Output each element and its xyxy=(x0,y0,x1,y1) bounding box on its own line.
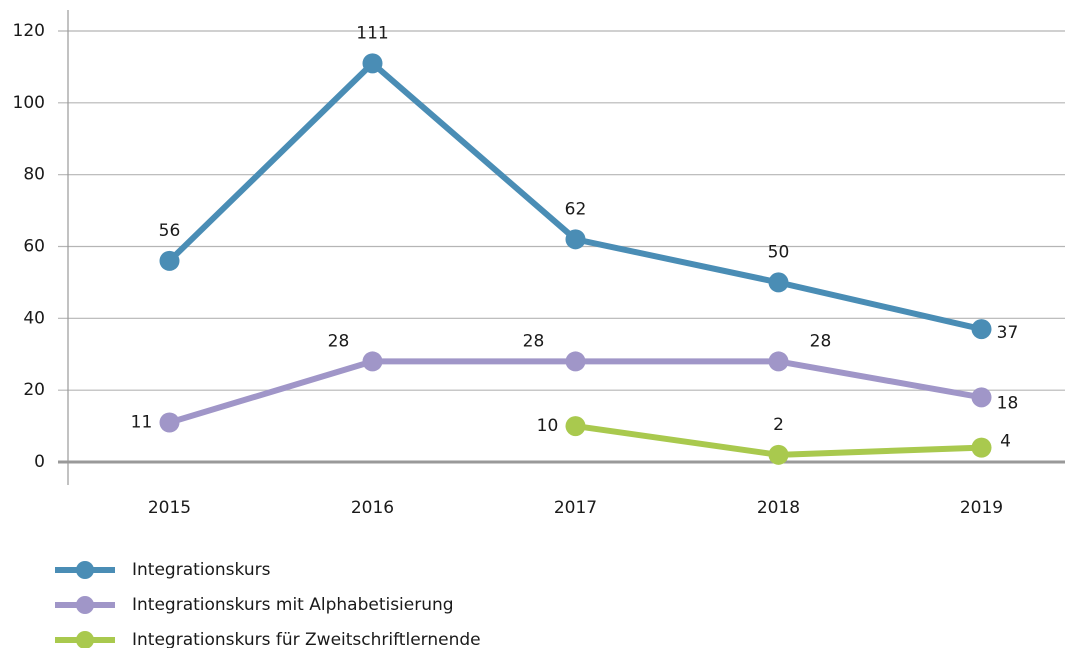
legend-label: Integrationskurs für Zweitschriftlernend… xyxy=(132,630,481,648)
data-point xyxy=(565,229,586,250)
data-point xyxy=(768,351,789,372)
data-label: 11 xyxy=(131,412,153,432)
x-tick-label: 2019 xyxy=(960,498,1003,518)
data-label: 4 xyxy=(1000,432,1011,452)
data-label: 111 xyxy=(356,23,388,43)
data-label: 28 xyxy=(810,331,832,351)
x-tick-label: 2016 xyxy=(351,498,394,518)
data-point xyxy=(768,444,789,465)
data-label: 56 xyxy=(159,221,181,241)
y-tick-label: 0 xyxy=(34,452,45,472)
data-label: 2 xyxy=(773,415,784,435)
data-label: 50 xyxy=(768,242,790,262)
x-tick-label: 2018 xyxy=(757,498,800,518)
data-point xyxy=(565,416,586,437)
legend-label: Integrationskurs xyxy=(132,560,271,580)
data-point xyxy=(362,351,383,372)
legend-marker xyxy=(76,596,94,614)
data-label: 37 xyxy=(997,323,1019,343)
data-point xyxy=(565,351,586,372)
y-tick-label: 80 xyxy=(23,165,45,185)
y-tick-label: 120 xyxy=(13,21,45,41)
data-point xyxy=(971,387,992,408)
data-point xyxy=(971,437,992,458)
data-point xyxy=(159,250,180,271)
data-label: 28 xyxy=(523,331,545,351)
y-tick-label: 20 xyxy=(23,380,45,400)
x-tick-label: 2017 xyxy=(554,498,597,518)
y-tick-label: 60 xyxy=(23,237,45,257)
data-point xyxy=(971,319,992,340)
data-label: 62 xyxy=(565,199,587,219)
legend-marker xyxy=(76,561,94,579)
y-tick-label: 100 xyxy=(13,93,45,113)
legend-marker xyxy=(76,631,94,648)
data-label: 28 xyxy=(328,331,350,351)
y-tick-label: 40 xyxy=(23,308,45,328)
legend-label: Integrationskurs mit Alphabetisierung xyxy=(132,595,454,615)
data-point xyxy=(159,412,180,433)
data-point xyxy=(768,272,789,293)
data-label: 18 xyxy=(997,393,1019,413)
x-tick-label: 2015 xyxy=(148,498,191,518)
data-label: 10 xyxy=(537,416,559,436)
data-point xyxy=(362,53,383,74)
